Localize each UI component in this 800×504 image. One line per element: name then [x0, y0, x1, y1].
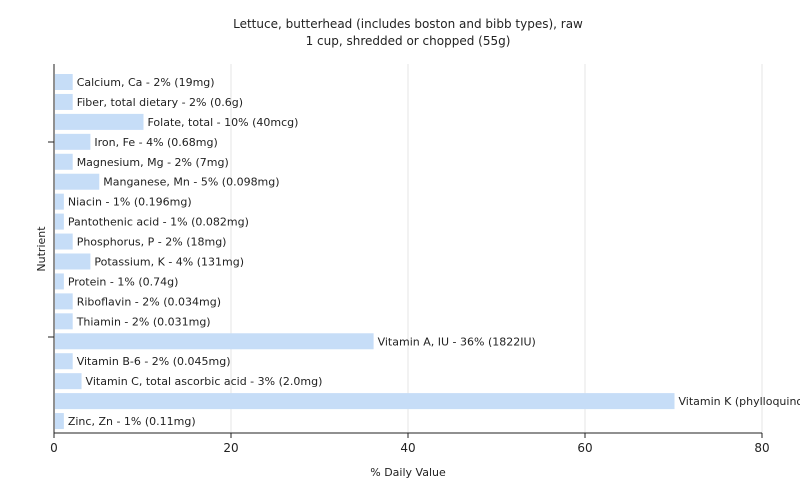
bar-6	[55, 194, 64, 210]
bar-label-3: Iron, Fe - 4% (0.68mg)	[94, 136, 217, 149]
bar-15	[55, 373, 82, 389]
bar-label-11: Riboflavin - 2% (0.034mg)	[77, 295, 221, 308]
chart-title: Lettuce, butterhead (includes boston and…	[233, 17, 583, 31]
bar-0	[55, 74, 73, 90]
x-tick-label-4: 80	[754, 441, 769, 455]
x-tick-label-0: 0	[50, 441, 58, 455]
bar-label-12: Thiamin - 2% (0.031mg)	[76, 315, 211, 328]
bar-14	[55, 353, 73, 369]
bar-12	[55, 313, 73, 329]
bar-5	[55, 174, 99, 190]
bar-label-14: Vitamin B-6 - 2% (0.045mg)	[77, 355, 231, 368]
bar-4	[55, 154, 73, 170]
bar-7	[55, 214, 64, 230]
bar-13	[55, 333, 374, 349]
bar-16	[55, 393, 675, 409]
bar-9	[55, 254, 90, 270]
bar-labels: Calcium, Ca - 2% (19mg) Fiber, total diet…	[68, 76, 800, 428]
bar-label-0: Calcium, Ca - 2% (19mg)	[77, 76, 215, 89]
bar-label-9: Potassium, K - 4% (131mg)	[94, 256, 244, 269]
bar-label-6: Niacin - 1% (0.196mg)	[68, 196, 192, 209]
bar-label-7: Pantothenic acid - 1% (0.082mg)	[68, 216, 249, 229]
x-tick-label-3: 60	[577, 441, 592, 455]
bar-10	[55, 273, 64, 289]
bar-label-17: Zinc, Zn - 1% (0.11mg)	[68, 415, 196, 428]
bar-8	[55, 234, 73, 250]
bar-3	[55, 134, 90, 150]
bar-label-15: Vitamin C, total ascorbic acid - 3% (2.0…	[86, 375, 323, 388]
bar-17	[55, 413, 64, 429]
bar-label-8: Phosphorus, P - 2% (18mg)	[77, 236, 227, 249]
chart-subtitle: 1 cup, shredded or chopped (55g)	[306, 34, 511, 48]
bar-label-16: Vitamin K (phylloquinone) - 70% (56.3mcg…	[679, 395, 800, 408]
x-tick-label-2: 40	[400, 441, 415, 455]
bar-label-13: Vitamin A, IU - 36% (1822IU)	[378, 335, 536, 348]
bar-label-2: Folate, total - 10% (40mcg)	[148, 116, 299, 129]
bar-11	[55, 293, 73, 309]
x-axis-label: % Daily Value	[370, 466, 446, 479]
x-tick-label-1: 20	[223, 441, 238, 455]
bar-1	[55, 94, 73, 110]
y-axis-label: Nutrient	[35, 226, 48, 272]
bar-2	[55, 114, 144, 130]
bar-label-10: Protein - 1% (0.74g)	[68, 275, 179, 288]
bar-label-1: Fiber, total dietary - 2% (0.6g)	[77, 96, 243, 109]
bar-label-4: Magnesium, Mg - 2% (7mg)	[77, 156, 229, 169]
bar-label-5: Manganese, Mn - 5% (0.098mg)	[103, 176, 279, 189]
